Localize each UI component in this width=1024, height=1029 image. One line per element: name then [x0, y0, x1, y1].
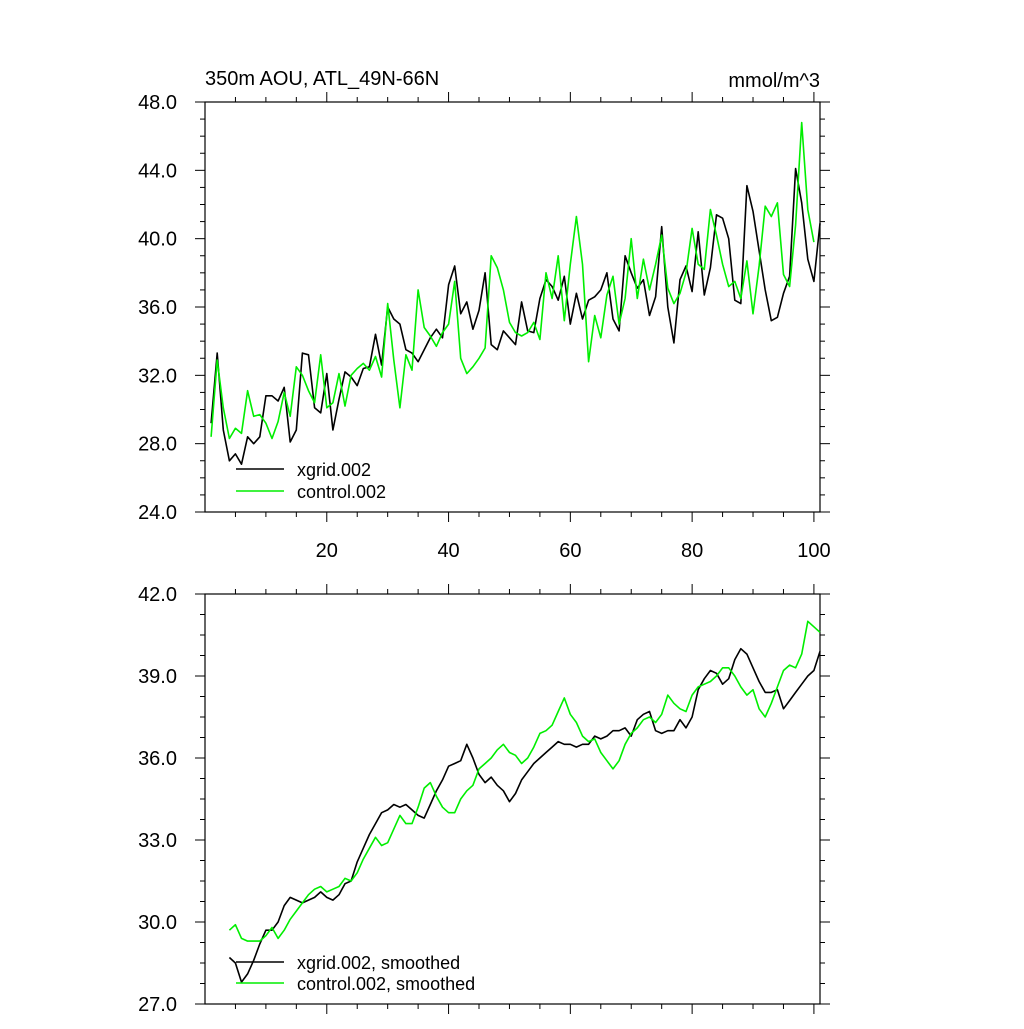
y-tick-label: 36.0: [138, 297, 177, 319]
plot-frame: [204, 593, 821, 1005]
plot-frame: [204, 101, 821, 513]
x-tick-label: 40: [437, 540, 459, 562]
x-tick-label: 60: [559, 540, 581, 562]
legend-label-xgrid: xgrid.002: [297, 460, 371, 480]
x-tick-label: 80: [681, 540, 703, 562]
y-tick-label: 36.0: [138, 748, 177, 770]
legend-label-control-smoothed: control.002, smoothed: [297, 974, 475, 994]
y-tick-label: 33.0: [138, 830, 177, 852]
y-tick-label: 30.0: [138, 912, 177, 934]
y-tick-label: 44.0: [138, 160, 177, 182]
legend-label-xgrid-smoothed: xgrid.002, smoothed: [297, 953, 460, 973]
top-panel: 350m AOU, ATL_49N-66N mmol/m^3 20 40 60 80 1…: [138, 68, 831, 562]
series-lines: [210, 121, 821, 465]
bottom-panel: 27.0 30.0 33.0 36.0 39.0 42.0 xgrid.002, smoo…: [138, 584, 830, 1016]
y-tick-label: 24.0: [138, 502, 177, 524]
y-tick-label: 48.0: [138, 92, 177, 114]
y-tick-label: 32.0: [138, 365, 177, 387]
y-tick-label: 28.0: [138, 434, 177, 456]
units-label: mmol/m^3: [728, 70, 820, 92]
y-tick-label: 40.0: [138, 229, 177, 251]
axis-ticks: 27.0 30.0 33.0 36.0 39.0 42.0: [138, 584, 830, 1016]
chart-title: 350m AOU, ATL_49N-66N: [205, 68, 439, 90]
series-line-control: [210, 121, 815, 440]
x-tick-label: 20: [316, 540, 338, 562]
series-line-xgrid: [210, 167, 821, 465]
y-tick-label: 27.0: [138, 994, 177, 1016]
axis-ticks: 20 40 60 80 100 24.0 28.0 32.0 36.0 40.0 44.0 48.0: [138, 92, 831, 562]
y-tick-label: 42.0: [138, 584, 177, 606]
legend-label-control: control.002: [297, 482, 386, 502]
y-tick-label: 39.0: [138, 666, 177, 688]
series-line-xgrid: [228, 647, 821, 983]
series-lines: [228, 620, 821, 983]
x-tick-label: 100: [797, 540, 830, 562]
legend: xgrid.002, smoothed control.002, smoothe…: [236, 953, 475, 994]
series-line-control: [228, 620, 821, 942]
legend: xgrid.002 control.002: [236, 460, 386, 502]
